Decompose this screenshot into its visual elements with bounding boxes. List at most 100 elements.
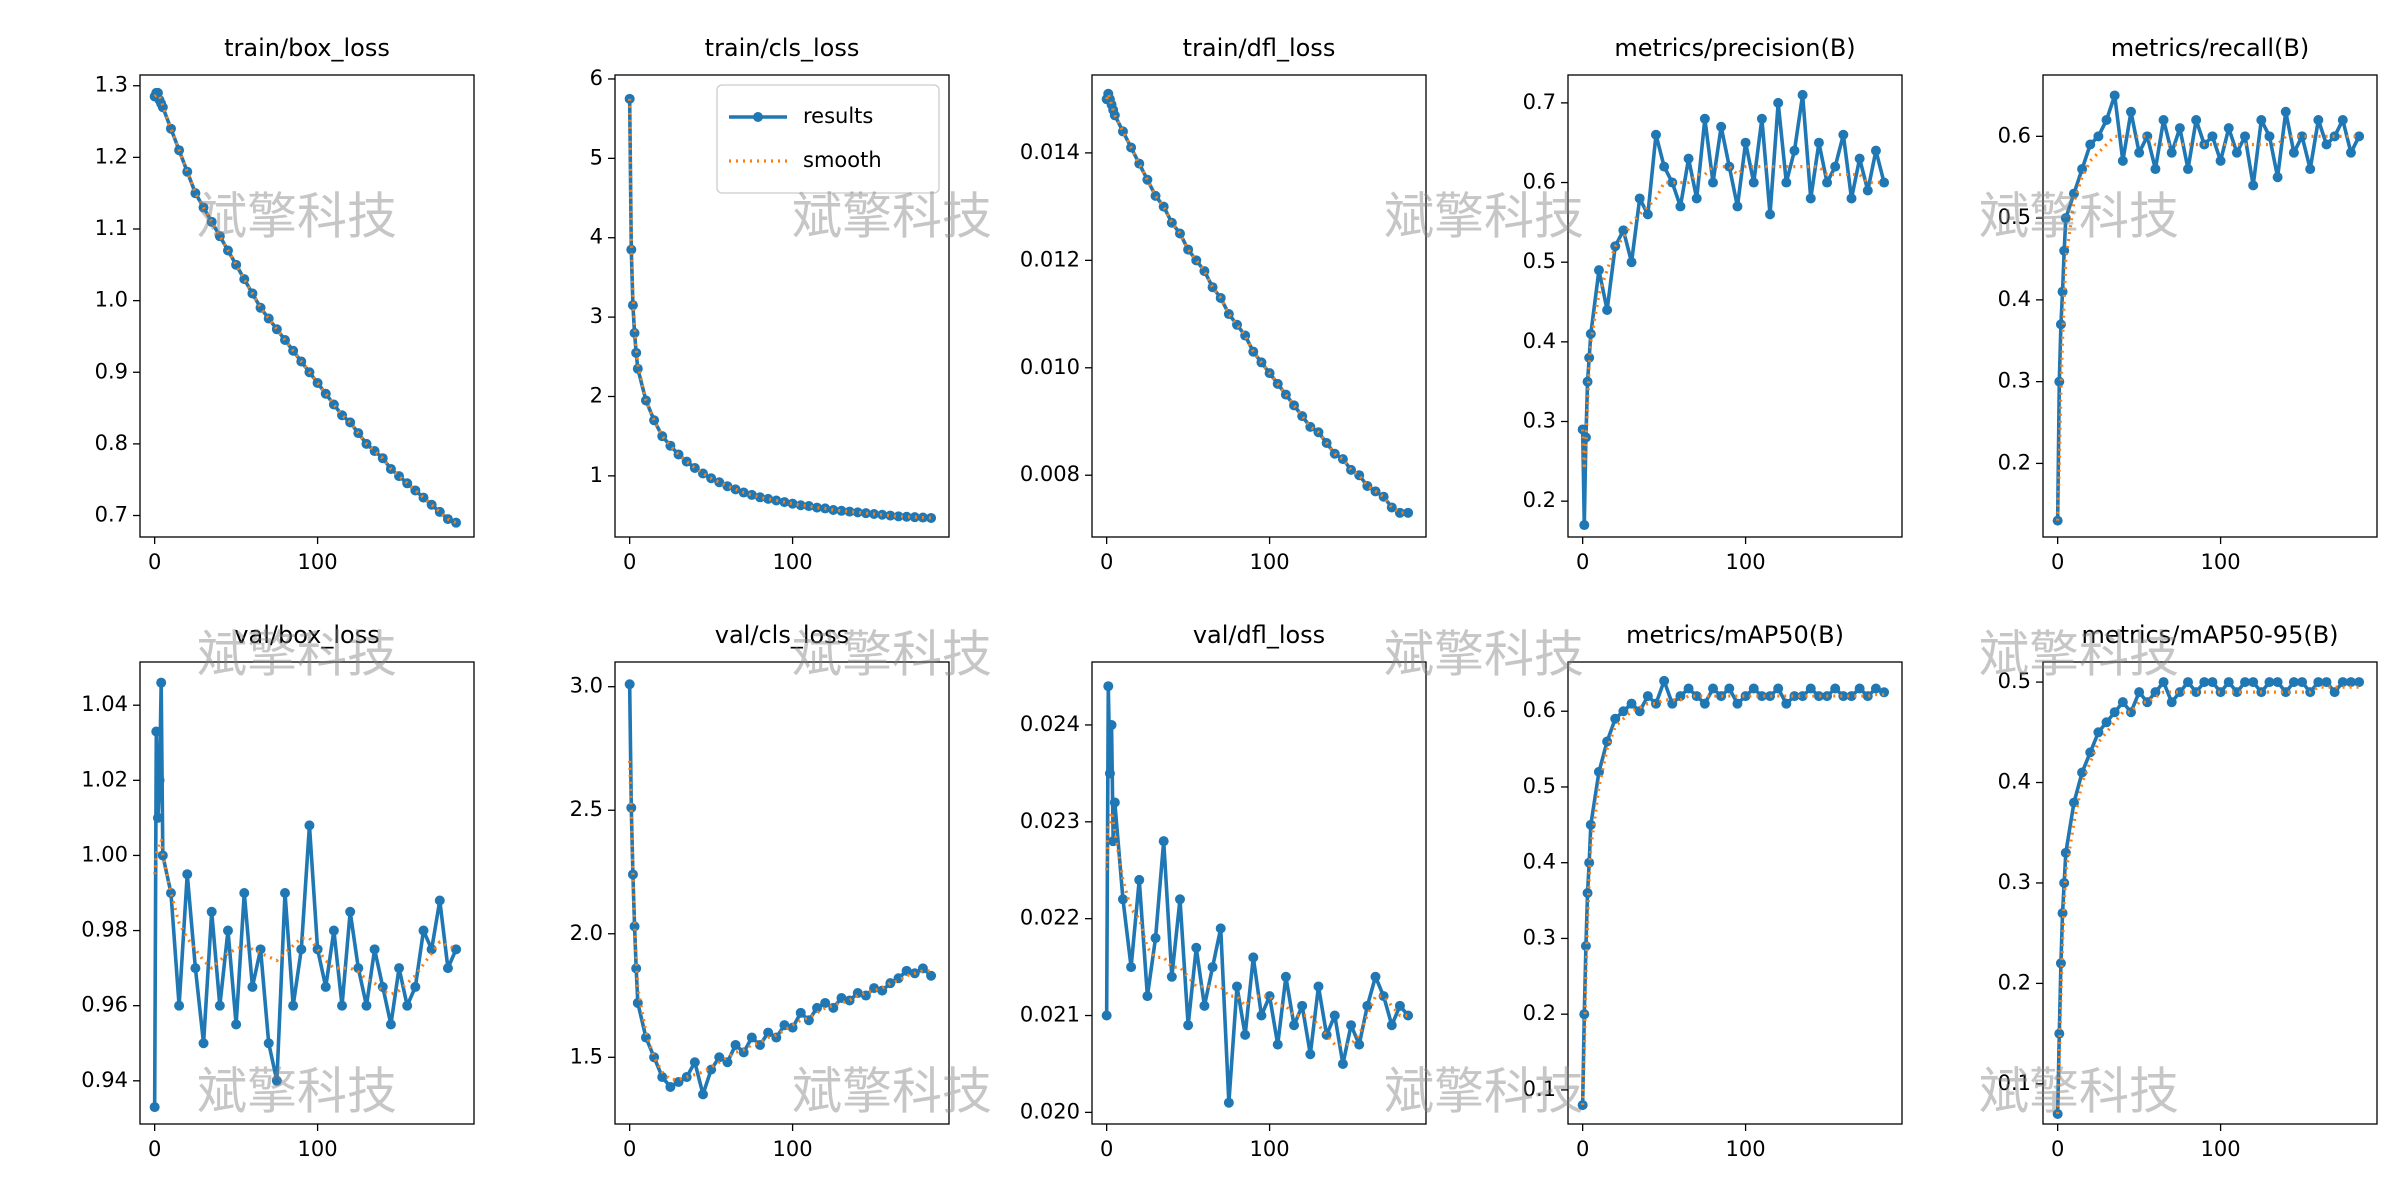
y-tick-label: 2 xyxy=(590,383,603,407)
point xyxy=(1104,768,1115,779)
point xyxy=(673,449,684,460)
point xyxy=(730,484,741,495)
point xyxy=(2101,114,2112,125)
point xyxy=(681,456,692,467)
point xyxy=(2125,106,2136,117)
point xyxy=(1822,177,1833,188)
point xyxy=(1781,698,1792,709)
point xyxy=(1716,691,1727,702)
point xyxy=(2280,687,2291,698)
point xyxy=(2117,155,2128,166)
point xyxy=(629,327,640,338)
y-tick-label: 0.021 xyxy=(1020,1003,1080,1027)
y-tick-label: 1.3 xyxy=(95,73,128,97)
watermark: 斌擎科技 xyxy=(1979,1063,2179,1121)
y-tick-label: 0.3 xyxy=(1523,409,1556,433)
point xyxy=(1683,683,1694,694)
point xyxy=(844,995,855,1006)
point xyxy=(1732,698,1743,709)
x-tick-label: 0 xyxy=(2051,1137,2064,1161)
x-tick-label: 0 xyxy=(623,550,636,574)
watermark: 斌擎科技 xyxy=(1979,188,2179,246)
point xyxy=(1797,89,1808,100)
point xyxy=(2313,677,2324,688)
point xyxy=(714,477,725,488)
y-tick-label: 0.4 xyxy=(1998,770,2031,794)
point xyxy=(1724,683,1735,694)
y-tick-label: 0.2 xyxy=(1998,970,2031,994)
point xyxy=(1280,389,1291,400)
point xyxy=(190,963,201,974)
point xyxy=(2158,114,2169,125)
point xyxy=(812,502,823,513)
smooth-line xyxy=(2056,685,2360,1115)
plot-frame xyxy=(614,74,950,538)
y-tick-label: 0.022 xyxy=(1020,906,1080,930)
results-line xyxy=(1104,92,1409,515)
point xyxy=(231,259,242,270)
point xyxy=(1813,137,1824,148)
point xyxy=(1579,520,1590,531)
point xyxy=(231,1019,242,1030)
point xyxy=(1158,836,1169,847)
y-tick-label: 1.02 xyxy=(81,767,128,791)
point xyxy=(1838,691,1849,702)
point xyxy=(2354,131,2365,142)
x-tick-label: 0 xyxy=(148,550,161,574)
point xyxy=(1103,681,1114,692)
point xyxy=(361,1000,372,1011)
point xyxy=(2248,180,2259,191)
point xyxy=(2166,147,2177,158)
point xyxy=(2055,319,2066,330)
point xyxy=(665,1081,676,1092)
point xyxy=(296,944,307,955)
point xyxy=(1765,691,1776,702)
point xyxy=(893,511,904,522)
point xyxy=(2085,139,2096,150)
legend-box xyxy=(716,84,940,194)
point xyxy=(2191,114,2202,125)
point xyxy=(1313,981,1324,992)
point xyxy=(1634,193,1645,204)
point xyxy=(353,963,364,974)
point xyxy=(1830,161,1841,172)
y-tick-label: 0.2 xyxy=(1998,450,2031,474)
point xyxy=(2060,213,2071,224)
point xyxy=(2134,687,2145,698)
point xyxy=(1126,962,1137,973)
point xyxy=(1683,153,1694,164)
point xyxy=(1699,698,1710,709)
point xyxy=(1781,177,1792,188)
watermark: 斌擎科技 xyxy=(1384,188,1584,246)
point xyxy=(1207,282,1218,293)
point xyxy=(2191,687,2202,698)
point xyxy=(926,512,937,523)
point xyxy=(738,1047,749,1058)
point xyxy=(239,888,250,898)
point xyxy=(418,492,429,503)
point xyxy=(239,274,250,285)
y-tick-label: 0.3 xyxy=(1523,925,1556,949)
subplot: metrics/mAP50(B) 0.1 0.2 0.3 0.4 0.5 0.6 0 100 xyxy=(1523,621,1903,1161)
point xyxy=(689,1057,700,1068)
point xyxy=(1297,1000,1308,1011)
point xyxy=(1846,691,1857,702)
x-tick-label: 100 xyxy=(298,550,338,574)
y-tick-label: 0.023 xyxy=(1020,809,1080,833)
point xyxy=(2055,958,2066,969)
y-tick-label: 5 xyxy=(590,145,603,169)
point xyxy=(901,965,912,976)
point xyxy=(1740,691,1751,702)
point xyxy=(1158,201,1169,212)
point xyxy=(2183,677,2194,688)
x-tick-label: 100 xyxy=(1726,550,1766,574)
point xyxy=(632,997,643,1008)
point xyxy=(1183,1020,1194,1031)
point xyxy=(2101,717,2112,728)
y-tick-label: 0.2 xyxy=(1523,488,1556,512)
point xyxy=(1675,691,1686,702)
point xyxy=(2321,139,2332,150)
chart-title: metrics/precision(B) xyxy=(1614,34,1855,62)
point xyxy=(1813,691,1824,702)
